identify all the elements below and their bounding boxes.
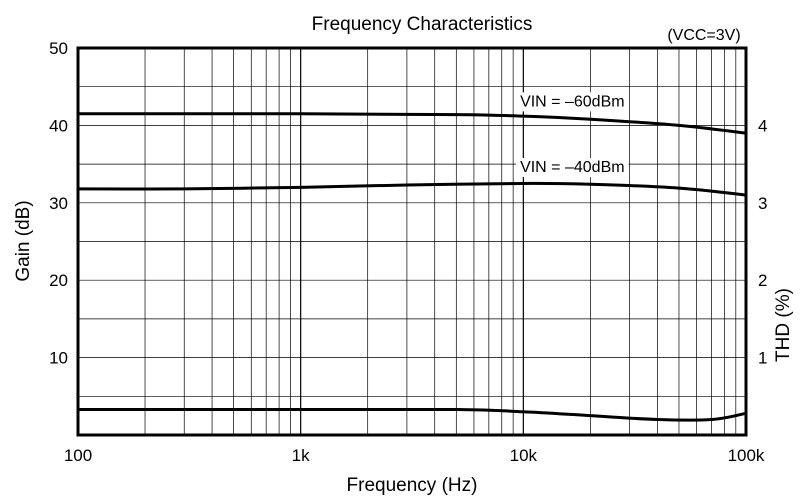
x-tick-label: 100 [64,446,92,465]
y-tick-label: 50 [49,39,68,58]
y-tick-label: 30 [49,194,68,213]
tick-labels: 100 1k 10k 100k 10 20 30 40 50 1 2 3 4 [49,39,767,465]
y2-tick-label: 4 [758,116,767,135]
grid [78,48,746,435]
series-label-background [516,158,629,178]
y2-tick-label: 1 [758,349,767,368]
y2-axis-label: THD (%) [773,288,794,362]
x-tick-label: 100k [728,446,765,465]
y2-tick-label: 3 [758,194,767,213]
plot-frame [76,46,748,437]
series-line-1 [77,112,747,135]
chart-title: Frequency Characteristics [312,14,533,35]
y-tick-label: 10 [49,349,68,368]
x-tick-label: 1k [292,446,310,465]
series-layer [77,112,747,422]
series-label-2: VIN = –40dBm [520,159,625,176]
series-line-2 [77,181,747,197]
y-tick-label: 20 [49,271,68,290]
y-tick-label: 40 [49,116,68,135]
y2-tick-label: 2 [758,271,767,290]
x-axis-label: Frequency (Hz) [347,475,478,496]
x-tick-label: 10k [510,446,538,465]
series-labels: VIN = –60dBm VIN = –40dBm [516,92,629,178]
y-axis-label: Gain (dB) [13,200,34,281]
series-label-1: VIN = –60dBm [520,93,625,110]
series-label-background [516,92,629,112]
condition-note: (VCC=3V) [667,27,740,44]
series-line-3 [77,407,747,422]
